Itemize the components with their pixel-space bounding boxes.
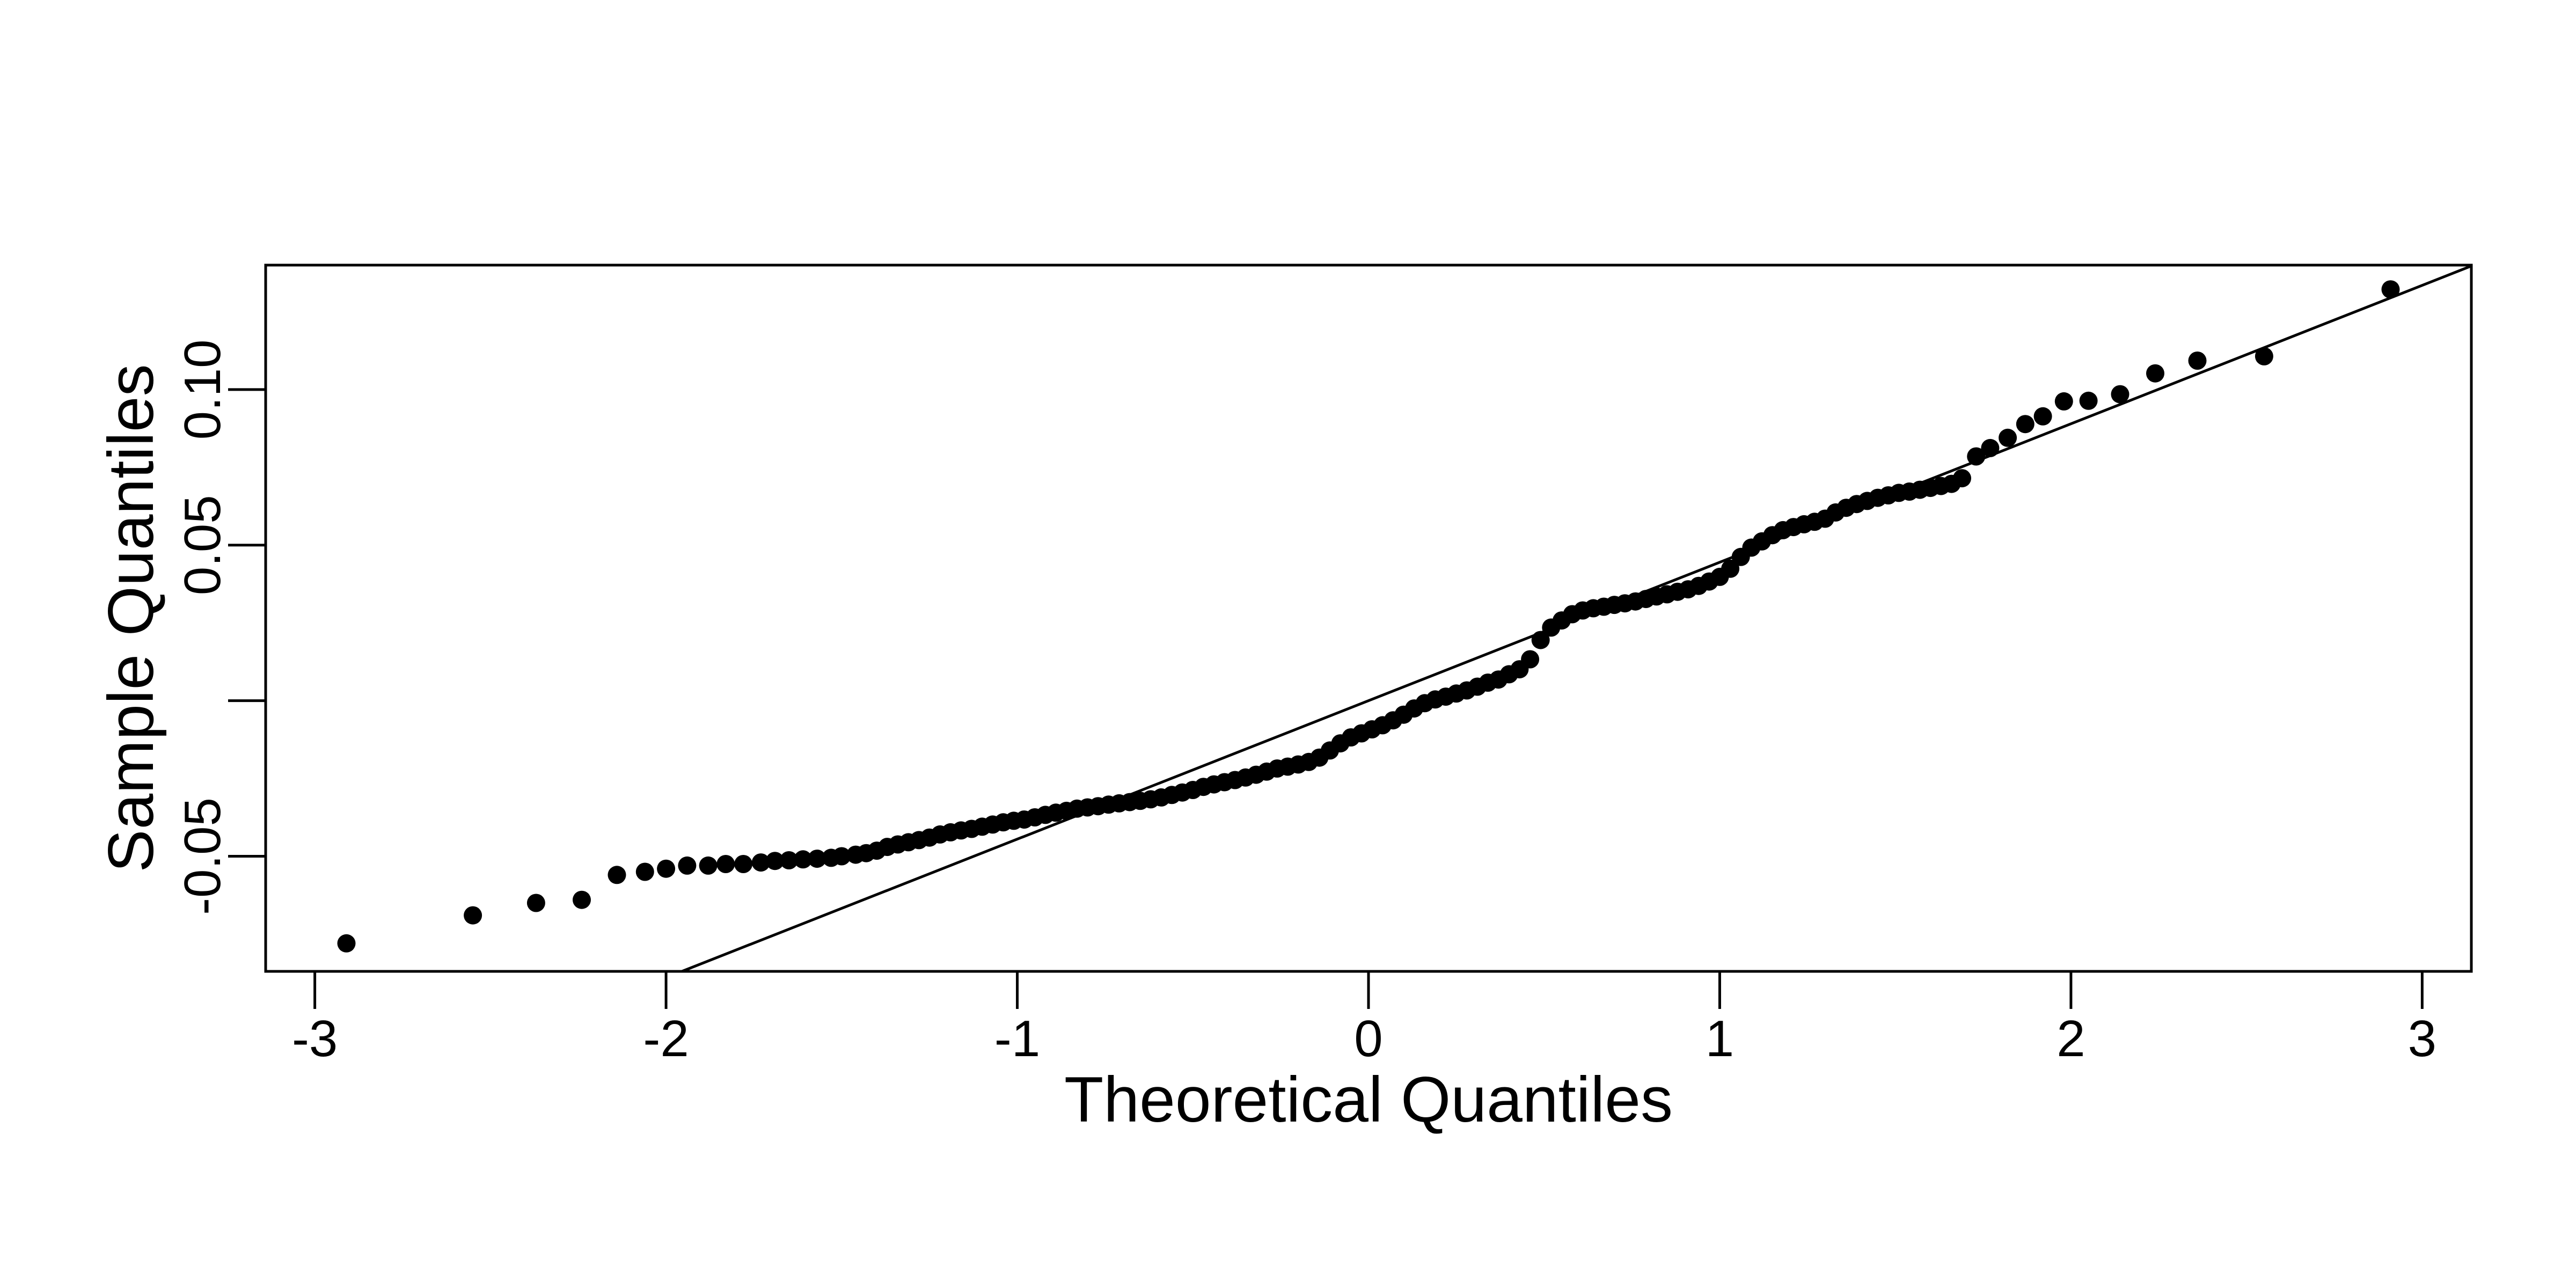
points-layer <box>337 280 2400 953</box>
data-point <box>526 894 545 912</box>
x-tick-label: -2 <box>643 1010 689 1067</box>
data-point <box>608 866 626 884</box>
x-tick-label: 3 <box>2408 1010 2436 1067</box>
reference-line <box>681 265 2472 973</box>
x-tick-label: -1 <box>994 1010 1040 1067</box>
data-point <box>2079 391 2098 410</box>
data-point <box>2188 352 2207 370</box>
data-point <box>337 934 356 953</box>
y-tick-label: -0.05 <box>174 797 231 915</box>
x-axis-title: Theoretical Quantiles <box>1064 1064 1673 1136</box>
data-point <box>464 906 482 925</box>
x-tick-label: -3 <box>292 1010 338 1067</box>
data-point <box>2111 385 2129 404</box>
data-point <box>1721 559 1740 578</box>
data-point <box>808 850 826 868</box>
y-axis: -0.05 0.05 0.10 <box>174 339 267 915</box>
y-tick-label: 0.05 <box>174 495 231 595</box>
x-tick-label: 2 <box>2057 1010 2085 1067</box>
data-point <box>751 853 770 872</box>
data-point <box>766 852 784 870</box>
data-point <box>2255 347 2273 365</box>
data-point <box>832 847 851 866</box>
data-point <box>794 850 813 869</box>
data-point <box>1521 650 1540 669</box>
data-point <box>2054 392 2073 411</box>
data-point <box>699 856 718 875</box>
y-tick-label: 0.10 <box>174 339 231 440</box>
data-point <box>573 890 591 909</box>
data-point <box>678 856 697 875</box>
data-point <box>716 855 735 873</box>
x-tick-label: 0 <box>1354 1010 1382 1067</box>
data-point <box>780 851 799 869</box>
x-tick-label: 1 <box>1706 1010 1734 1067</box>
plot-frame <box>264 264 2473 973</box>
data-point <box>635 862 654 881</box>
data-point <box>657 859 676 878</box>
data-point <box>1953 469 1971 488</box>
data-point <box>2016 415 2035 434</box>
data-point <box>2146 364 2164 383</box>
x-axis: -3 -2 -1 0 1 2 3 <box>292 970 2436 1067</box>
data-point <box>2033 407 2052 426</box>
data-point <box>2381 280 2400 299</box>
data-point <box>734 855 753 873</box>
data-point <box>1967 447 1986 466</box>
y-axis-title: Sample Quantiles <box>95 364 167 872</box>
data-point <box>1999 428 2017 447</box>
